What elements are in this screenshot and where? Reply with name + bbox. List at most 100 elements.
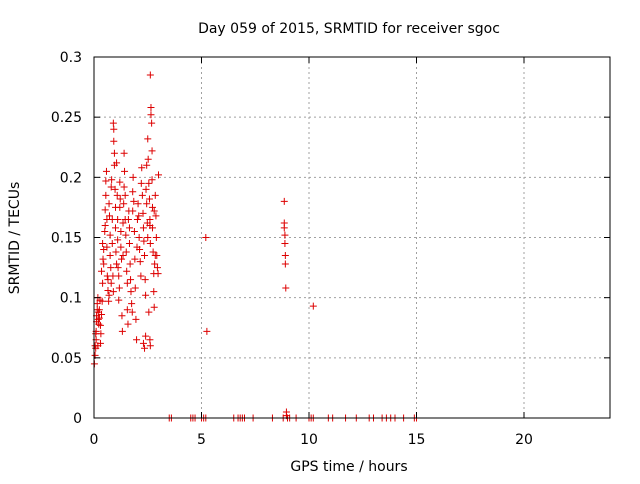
data-point	[153, 264, 161, 272]
data-point	[142, 185, 150, 193]
data-point	[145, 308, 153, 316]
data-point	[107, 264, 115, 272]
data-point	[281, 260, 289, 268]
data-point	[111, 185, 119, 193]
data-point	[148, 203, 156, 211]
data-point	[137, 179, 145, 187]
data-point	[128, 300, 136, 308]
data-point	[153, 252, 161, 260]
data-point	[146, 336, 154, 344]
data-point	[109, 119, 117, 127]
tick-labels: 0 5 10 15 20 0 0.05 0.1 0.15 0.2 0.25 0.3	[51, 50, 533, 448]
data-point	[104, 286, 112, 294]
data-point	[130, 197, 138, 205]
data-point	[123, 267, 131, 275]
data-point	[147, 104, 155, 112]
data-point	[116, 203, 124, 211]
data-point	[144, 135, 152, 143]
data-point	[108, 176, 116, 184]
data-point	[133, 336, 141, 344]
data-point	[146, 240, 154, 248]
data-point	[147, 111, 155, 119]
x-tick-label: 10	[300, 432, 318, 448]
data-point	[150, 303, 158, 311]
data-point	[135, 212, 143, 220]
data-point	[144, 234, 152, 241]
data-point	[122, 231, 130, 239]
data-point	[131, 284, 139, 292]
data-point	[102, 167, 110, 175]
grid-layer	[94, 57, 610, 418]
data-point	[136, 258, 144, 266]
data-point	[102, 191, 110, 199]
data-point	[115, 272, 123, 280]
data-point	[126, 260, 134, 268]
data-point	[118, 327, 126, 335]
data-point	[105, 212, 113, 220]
data-point	[95, 320, 103, 328]
data-point	[130, 227, 138, 235]
ticks-layer	[93, 56, 610, 419]
data-point	[113, 159, 121, 167]
data-point	[309, 302, 317, 310]
data-point	[135, 234, 143, 241]
data-point	[141, 252, 149, 260]
data-point	[137, 272, 145, 280]
data-point	[123, 306, 131, 314]
data-point	[148, 119, 156, 127]
data-point	[112, 224, 119, 232]
data-point	[120, 200, 128, 208]
x-tick-label: 5	[197, 432, 206, 448]
chart-title: Day 059 of 2015, SRMTID for receiver sgo…	[198, 21, 500, 37]
data-point	[98, 297, 106, 305]
data-point	[127, 276, 135, 284]
data-point	[280, 197, 288, 205]
data-point	[95, 306, 103, 314]
data-point	[133, 215, 141, 223]
y-tick-label: 0.1	[60, 291, 82, 307]
data-point	[145, 195, 153, 203]
data-point	[101, 227, 109, 235]
data-point	[203, 327, 211, 335]
data-point	[98, 267, 106, 275]
data-point	[280, 224, 288, 232]
data-point	[129, 207, 137, 215]
data-point	[154, 270, 162, 278]
data-point	[120, 183, 128, 191]
data-point	[281, 252, 289, 260]
data-point	[127, 288, 135, 296]
data-point	[141, 276, 149, 284]
data-point	[150, 288, 158, 296]
data-point	[143, 200, 151, 208]
data-point	[99, 255, 107, 263]
data-point	[152, 212, 160, 220]
data-point	[148, 147, 156, 155]
y-tick-label: 0.05	[51, 351, 82, 367]
x-tick-label: 0	[90, 432, 99, 448]
data-point	[121, 167, 129, 175]
data-point	[107, 279, 115, 287]
data-point	[125, 240, 133, 248]
y-tick-label: 0.15	[51, 231, 82, 247]
data-point	[97, 330, 105, 338]
data-point	[139, 224, 147, 232]
data-point	[98, 311, 106, 319]
data-point	[96, 321, 104, 329]
data-point	[113, 260, 121, 268]
data-point	[202, 234, 210, 241]
data-point	[109, 288, 117, 296]
data-point	[117, 243, 125, 251]
data-point	[103, 243, 111, 251]
data-point	[115, 296, 123, 304]
data-point	[143, 161, 151, 169]
data-point	[124, 215, 132, 223]
data-point	[118, 312, 126, 320]
data-point	[145, 179, 153, 187]
data-point	[105, 291, 113, 299]
data-point	[122, 248, 130, 256]
data-point	[110, 149, 118, 157]
x-axis-label: GPS time / hours	[290, 459, 407, 475]
plot-frame	[93, 56, 611, 419]
data-point	[101, 221, 109, 229]
